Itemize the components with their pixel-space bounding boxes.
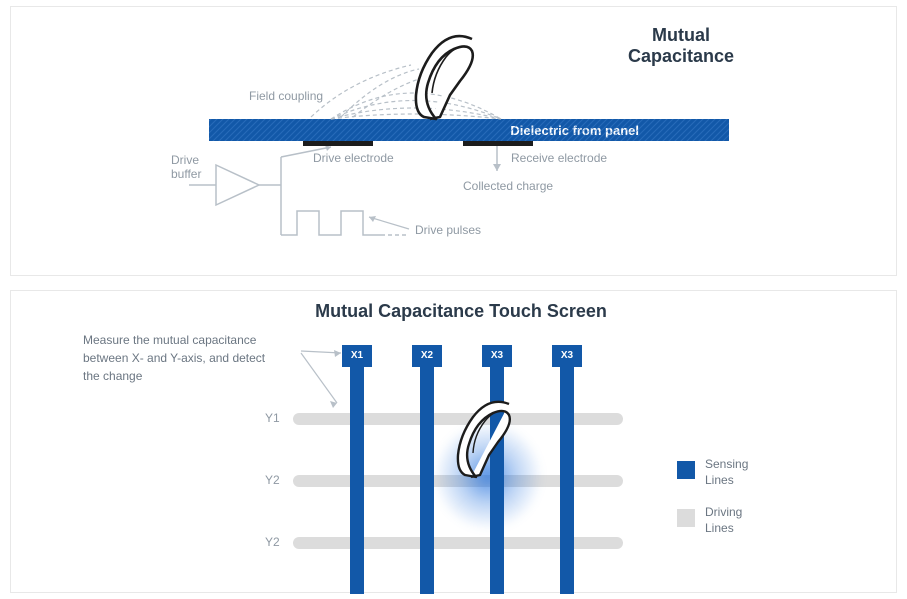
title-mutual-capacitance: Mutual Capacitance (571, 25, 791, 67)
label-drive-pulses: Drive pulses (415, 223, 481, 237)
x-cap-3: X3 (482, 345, 512, 367)
x-col-4 (560, 367, 574, 594)
y-label-3: Y2 (265, 535, 280, 549)
legend-sensing-label: Sensing Lines (705, 457, 748, 488)
y-label-1: Y1 (265, 411, 280, 425)
finger-icon (406, 33, 496, 125)
legend-driving-swatch (677, 509, 695, 527)
x-cap-1: X1 (342, 345, 372, 367)
legend-sensing-swatch (677, 461, 695, 479)
finger-touch-icon (449, 399, 531, 483)
x-col-1 (350, 367, 364, 594)
dielectric-label: Dielectric from panel (510, 123, 639, 138)
label-drive-buffer: Drive buffer (171, 153, 201, 181)
desc-measure: Measure the mutual capacitance between X… (83, 331, 303, 385)
panel-mutual-capacitance: Mutual Capacitance Dielectric from panel (10, 6, 897, 276)
label-field-coupling: Field coupling (249, 89, 323, 103)
receive-electrode (463, 141, 533, 146)
y-label-2: Y2 (265, 473, 280, 487)
label-receive-electrode: Receive electrode (511, 151, 607, 165)
drive-electrode (303, 141, 373, 146)
x-col-2 (420, 367, 434, 594)
label-collected-charge: Collected charge (463, 179, 553, 193)
x-cap-2: X2 (412, 345, 442, 367)
title-touch-screen: Mutual Capacitance Touch Screen (261, 301, 661, 322)
panel-touch-screen: Mutual Capacitance Touch Screen Measure … (10, 290, 897, 593)
legend-driving-label: Driving Lines (705, 505, 742, 536)
x-cap-4: X3 (552, 345, 582, 367)
label-drive-electrode: Drive electrode (313, 151, 394, 165)
